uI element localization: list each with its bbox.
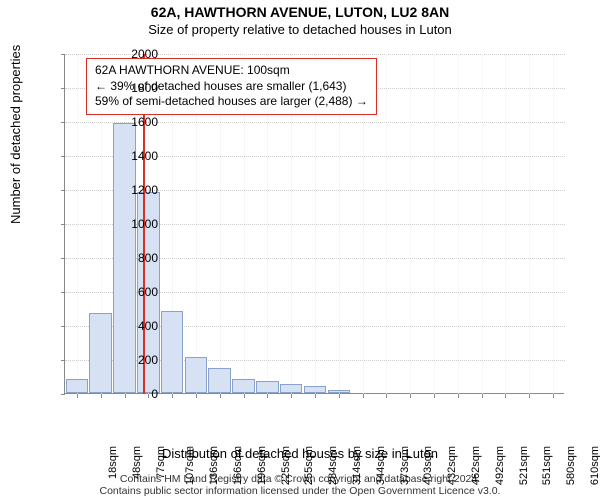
ytick-label: 1000: [64, 217, 158, 231]
xtick-label: 136sqm: [208, 446, 220, 485]
footer-line2: Contains public sector information licen…: [0, 485, 600, 498]
footer-text: Contains HM Land Registry data © Crown c…: [0, 473, 600, 498]
xtick-label: 492sqm: [494, 446, 506, 485]
xtick-label: 462sqm: [470, 446, 482, 485]
xtick-mark: [434, 394, 435, 398]
histogram-bar: [328, 390, 351, 393]
gridline-v: [386, 54, 387, 394]
gridline-v: [482, 54, 483, 394]
ytick-label: 1400: [64, 149, 158, 163]
xtick-label: 432sqm: [446, 446, 458, 485]
xtick-label: 580sqm: [565, 446, 577, 485]
ytick-label: 600: [64, 285, 158, 299]
gridline-v: [553, 54, 554, 394]
xtick-label: 521sqm: [518, 446, 530, 485]
xtick-mark: [363, 394, 364, 398]
xtick-label: 18sqm: [107, 446, 119, 479]
xtick-mark: [505, 394, 506, 398]
xtick-label: 166sqm: [232, 446, 244, 485]
xtick-mark: [410, 394, 411, 398]
ytick-label: 1200: [64, 183, 158, 197]
xtick-mark: [315, 394, 316, 398]
ytick-label: 200: [64, 353, 158, 367]
xtick-label: 225sqm: [280, 446, 292, 485]
ytick-label: 1800: [64, 81, 158, 95]
xtick-label: 284sqm: [327, 446, 339, 485]
xtick-mark: [339, 394, 340, 398]
x-axis-label: Distribution of detached houses by size …: [0, 446, 600, 461]
xtick-mark: [553, 394, 554, 398]
ytick-label: 800: [64, 251, 158, 265]
ytick-label: 2000: [64, 47, 158, 61]
histogram-bar: [256, 381, 279, 393]
histogram-bar: [161, 311, 184, 393]
gridline-v: [529, 54, 530, 394]
xtick-label: 196sqm: [256, 446, 268, 485]
y-axis-label: Number of detached properties: [8, 45, 23, 224]
xtick-mark: [220, 394, 221, 398]
ytick-label: 400: [64, 319, 158, 333]
xtick-mark: [172, 394, 173, 398]
xtick-label: 403sqm: [423, 446, 435, 485]
annotation-line1: 62A HAWTHORN AVENUE: 100sqm: [95, 63, 368, 79]
xtick-label: 344sqm: [375, 446, 387, 485]
histogram-bar: [208, 368, 231, 394]
xtick-mark: [386, 394, 387, 398]
xtick-label: 314sqm: [351, 446, 363, 485]
xtick-label: 48sqm: [131, 446, 143, 479]
xtick-label: 373sqm: [399, 446, 411, 485]
histogram-bar: [232, 379, 255, 393]
xtick-mark: [267, 394, 268, 398]
footer-line1: Contains HM Land Registry data © Crown c…: [0, 473, 600, 486]
xtick-mark: [482, 394, 483, 398]
xtick-label: 610sqm: [589, 446, 600, 485]
xtick-label: 107sqm: [184, 446, 196, 485]
xtick-mark: [529, 394, 530, 398]
histogram-bar: [304, 386, 327, 393]
xtick-label: 551sqm: [542, 446, 554, 485]
histogram-bar: [185, 357, 208, 393]
xtick-mark: [196, 394, 197, 398]
annotation-line3: 59% of semi-detached houses are larger (…: [95, 94, 368, 110]
chart-title: 62A, HAWTHORN AVENUE, LUTON, LU2 8AN: [0, 4, 600, 20]
gridline-v: [505, 54, 506, 394]
gridline-v: [434, 54, 435, 394]
chart-subtitle: Size of property relative to detached ho…: [0, 22, 600, 37]
histogram-bar: [280, 384, 303, 393]
ytick-label: 1600: [64, 115, 158, 129]
xtick-mark: [291, 394, 292, 398]
gridline-v: [410, 54, 411, 394]
xtick-label: 77sqm: [155, 446, 167, 479]
ytick-label: 0: [64, 387, 158, 401]
xtick-mark: [244, 394, 245, 398]
xtick-mark: [458, 394, 459, 398]
xtick-label: 255sqm: [304, 446, 316, 485]
gridline-v: [458, 54, 459, 394]
